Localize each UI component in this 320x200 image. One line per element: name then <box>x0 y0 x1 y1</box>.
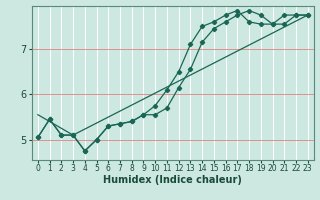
X-axis label: Humidex (Indice chaleur): Humidex (Indice chaleur) <box>103 175 242 185</box>
